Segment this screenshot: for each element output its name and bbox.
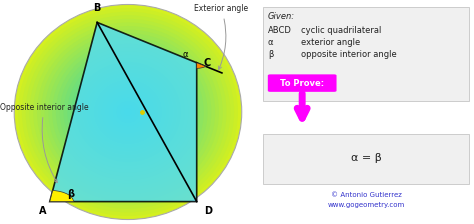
Ellipse shape <box>109 94 147 130</box>
Ellipse shape <box>120 105 136 119</box>
Ellipse shape <box>56 44 200 180</box>
Polygon shape <box>50 22 197 202</box>
Ellipse shape <box>71 58 185 166</box>
Ellipse shape <box>117 101 139 123</box>
Text: α: α <box>268 38 273 47</box>
Text: β: β <box>67 189 75 199</box>
Ellipse shape <box>94 80 162 144</box>
Text: cyclic quadrilateral: cyclic quadrilateral <box>301 26 382 35</box>
Wedge shape <box>50 190 73 202</box>
FancyArrowPatch shape <box>297 93 307 118</box>
Ellipse shape <box>105 90 151 134</box>
Ellipse shape <box>67 55 189 169</box>
Ellipse shape <box>29 19 227 205</box>
FancyBboxPatch shape <box>268 74 337 92</box>
Text: Given:: Given: <box>268 12 295 21</box>
Ellipse shape <box>60 47 196 177</box>
Ellipse shape <box>22 12 234 212</box>
Ellipse shape <box>26 15 230 209</box>
Ellipse shape <box>48 37 208 187</box>
Ellipse shape <box>52 40 204 184</box>
Text: β: β <box>268 50 273 59</box>
Ellipse shape <box>90 76 166 148</box>
Ellipse shape <box>64 51 192 173</box>
Text: α = β: α = β <box>351 153 382 163</box>
Ellipse shape <box>75 62 181 162</box>
Text: C: C <box>204 58 211 68</box>
Text: www.gogeometry.com: www.gogeometry.com <box>328 202 405 208</box>
Ellipse shape <box>41 30 215 194</box>
Ellipse shape <box>45 33 211 191</box>
Wedge shape <box>197 63 206 68</box>
FancyBboxPatch shape <box>263 7 469 101</box>
Text: © Antonio Gutierrez: © Antonio Gutierrez <box>331 192 401 198</box>
Ellipse shape <box>82 69 173 155</box>
Ellipse shape <box>113 98 143 126</box>
Ellipse shape <box>33 22 223 202</box>
Text: To Prove:: To Prove: <box>280 79 324 88</box>
Text: A: A <box>38 206 46 216</box>
Text: ABCD: ABCD <box>268 26 292 35</box>
Ellipse shape <box>86 73 170 151</box>
Text: α: α <box>182 50 188 59</box>
Ellipse shape <box>101 87 155 137</box>
FancyBboxPatch shape <box>263 134 469 184</box>
Text: Exterior angle: Exterior angle <box>194 4 248 69</box>
Ellipse shape <box>14 4 242 220</box>
Ellipse shape <box>37 26 219 198</box>
Text: Opposite interior angle: Opposite interior angle <box>0 103 89 183</box>
Ellipse shape <box>18 8 238 216</box>
Ellipse shape <box>98 83 158 141</box>
Ellipse shape <box>79 65 177 159</box>
Text: exterior angle: exterior angle <box>301 38 360 47</box>
Text: D: D <box>204 206 212 216</box>
Text: opposite interior angle: opposite interior angle <box>301 50 397 59</box>
Ellipse shape <box>124 108 132 116</box>
Text: B: B <box>93 3 101 13</box>
